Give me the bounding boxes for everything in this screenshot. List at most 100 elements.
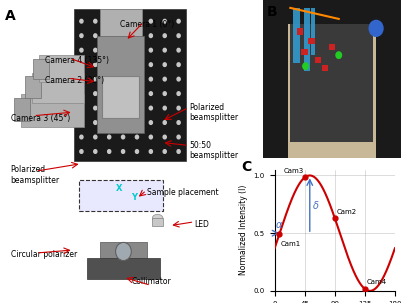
Circle shape (122, 63, 125, 66)
Circle shape (122, 19, 125, 23)
Circle shape (163, 48, 166, 52)
Circle shape (369, 20, 384, 37)
Bar (322, 65, 328, 71)
Circle shape (94, 121, 97, 124)
Bar (376, 0, 401, 158)
Circle shape (107, 63, 111, 66)
Circle shape (107, 150, 111, 153)
Bar (304, 8, 310, 71)
Circle shape (149, 19, 152, 23)
Text: Camera 4 (135°): Camera 4 (135°) (45, 56, 109, 65)
Circle shape (149, 106, 152, 110)
Text: Circular polarizer: Circular polarizer (10, 250, 77, 259)
Text: Y: Y (132, 193, 137, 202)
Circle shape (149, 135, 152, 139)
Circle shape (177, 77, 180, 81)
Circle shape (177, 121, 180, 124)
Circle shape (94, 34, 97, 38)
Circle shape (107, 121, 111, 124)
Circle shape (80, 77, 83, 81)
FancyBboxPatch shape (33, 59, 49, 79)
Circle shape (163, 34, 166, 38)
Circle shape (136, 63, 138, 66)
Text: A: A (5, 9, 16, 23)
Circle shape (107, 135, 111, 139)
FancyBboxPatch shape (21, 94, 84, 127)
Text: 50:50
beamsplitter: 50:50 beamsplitter (189, 141, 238, 160)
Circle shape (80, 34, 83, 38)
Circle shape (80, 63, 83, 66)
Bar (87, 258, 160, 279)
Circle shape (163, 77, 166, 81)
Circle shape (302, 62, 309, 70)
Bar (311, 8, 315, 55)
Circle shape (136, 19, 138, 23)
Circle shape (163, 19, 166, 23)
Text: Polarized
beamsplitter: Polarized beamsplitter (189, 103, 238, 122)
Text: Cam4: Cam4 (366, 279, 387, 285)
Circle shape (107, 106, 111, 110)
Circle shape (177, 150, 180, 153)
Circle shape (177, 92, 180, 95)
Circle shape (163, 106, 166, 110)
Text: Sample placement: Sample placement (147, 188, 219, 197)
Circle shape (80, 48, 83, 52)
Text: Camera 3 (45°): Camera 3 (45°) (10, 114, 70, 123)
Circle shape (163, 92, 166, 95)
Circle shape (122, 48, 125, 52)
Circle shape (122, 92, 125, 95)
FancyBboxPatch shape (100, 9, 142, 39)
Circle shape (94, 106, 97, 110)
Circle shape (136, 34, 138, 38)
Bar (263, 0, 288, 158)
Bar (290, 24, 373, 142)
Text: $\delta$: $\delta$ (312, 199, 319, 211)
Circle shape (177, 48, 180, 52)
Circle shape (94, 63, 97, 66)
Bar (308, 38, 314, 44)
Circle shape (136, 92, 138, 95)
FancyBboxPatch shape (102, 76, 139, 118)
Circle shape (149, 34, 152, 38)
FancyBboxPatch shape (25, 76, 41, 98)
Circle shape (136, 135, 138, 139)
Circle shape (94, 48, 97, 52)
FancyBboxPatch shape (14, 98, 30, 121)
Bar (100, 242, 147, 261)
FancyBboxPatch shape (39, 55, 84, 82)
Circle shape (80, 19, 83, 23)
Y-axis label: Normalized Intensity (I): Normalized Intensity (I) (239, 185, 248, 275)
FancyBboxPatch shape (97, 36, 144, 133)
Circle shape (94, 92, 97, 95)
Circle shape (107, 19, 111, 23)
Text: Camera 2 (90°): Camera 2 (90°) (45, 76, 104, 85)
Circle shape (122, 121, 125, 124)
Circle shape (149, 92, 152, 95)
Circle shape (136, 150, 138, 153)
Bar (79, 180, 163, 211)
Circle shape (80, 106, 83, 110)
Circle shape (149, 150, 152, 153)
Circle shape (149, 63, 152, 66)
FancyBboxPatch shape (73, 9, 186, 161)
Circle shape (122, 150, 125, 153)
Bar (315, 57, 322, 63)
Circle shape (177, 34, 180, 38)
Circle shape (107, 92, 111, 95)
Circle shape (149, 121, 152, 124)
Text: Collimator: Collimator (131, 277, 171, 286)
Bar (152, 218, 163, 226)
Circle shape (163, 150, 166, 153)
Circle shape (94, 77, 97, 81)
Circle shape (177, 63, 180, 66)
Circle shape (122, 106, 125, 110)
Circle shape (136, 48, 138, 52)
Bar (302, 49, 308, 55)
Circle shape (122, 34, 125, 38)
Circle shape (177, 106, 180, 110)
Circle shape (177, 19, 180, 23)
Circle shape (149, 77, 152, 81)
Circle shape (80, 135, 83, 139)
Text: Cam3: Cam3 (283, 168, 304, 174)
Circle shape (122, 135, 125, 139)
